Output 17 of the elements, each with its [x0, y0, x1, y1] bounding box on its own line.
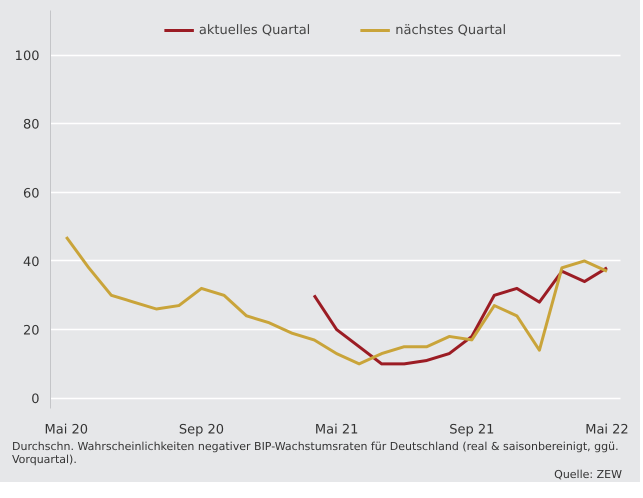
y-tick-label: 100	[14, 49, 40, 64]
x-tick-label: Mai 20	[44, 422, 88, 438]
text: Durchschn. Wahrscheinlichkeiten negativer BIP-Wachstumsraten für Deutschland (real & saisonbereinigt, ggü. Vorquartal).	[12, 440, 620, 466]
legend-label: nächstes Quartal	[395, 22, 506, 38]
x-tick-label: Mai 22	[585, 422, 629, 438]
x-tick-label: Sep 21	[449, 422, 494, 438]
x-tick-label: Sep 20	[178, 422, 224, 438]
x-tick-label: Mai 21	[314, 422, 358, 438]
y-tick-label: 60	[22, 186, 40, 202]
line-series	[64, 235, 608, 366]
source-note: Quelle: ZEW	[554, 468, 622, 481]
legend-label: aktuelles Quartal	[198, 22, 310, 38]
y-tick-label: 80	[22, 118, 40, 133]
line-series	[312, 266, 608, 366]
y-tick-label: 40	[22, 254, 40, 270]
y-tick-label: 20	[22, 324, 40, 339]
y-tick-label: 0	[31, 392, 40, 408]
